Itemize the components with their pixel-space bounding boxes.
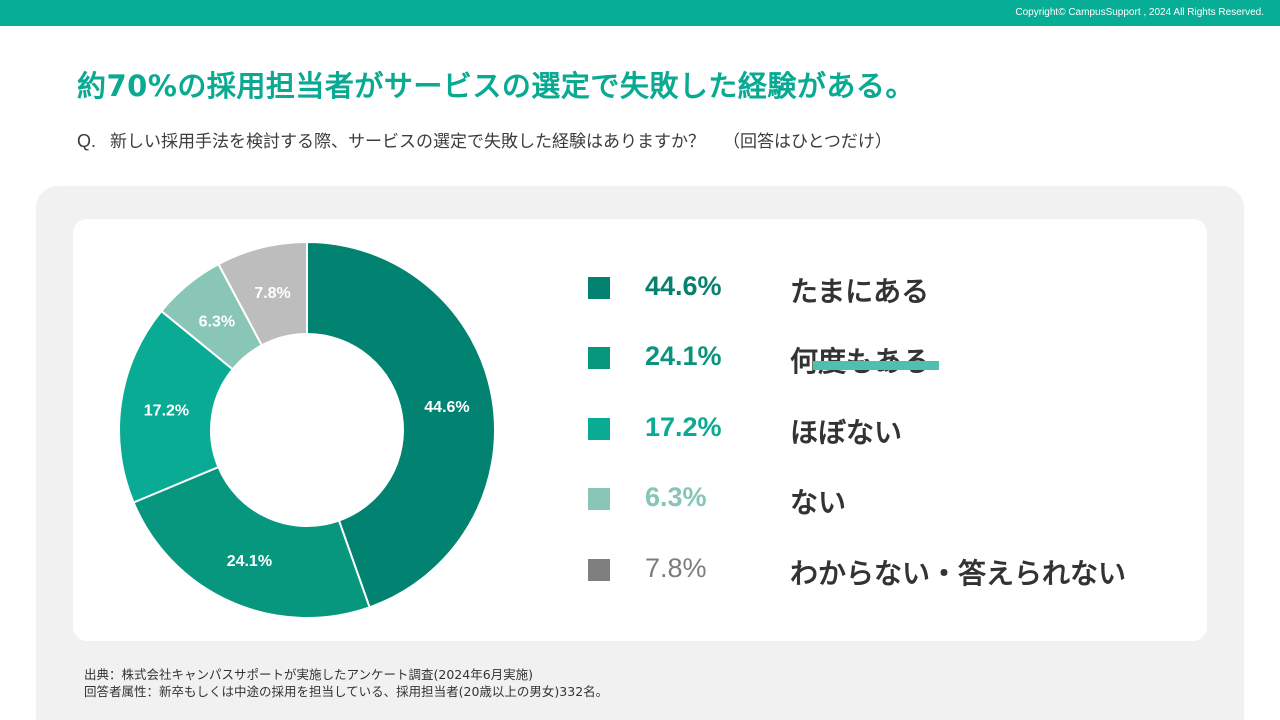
donut-slice-1 [306, 240, 496, 609]
legend-swatch [588, 347, 610, 369]
legend-label: わからない・答えられない [790, 557, 1127, 590]
donut-slice-label-5: 7.8% [254, 285, 290, 302]
legend-label: ほぼない [790, 416, 903, 449]
donut-slice-5 [217, 240, 308, 347]
top-bar: Copyright© CampusSupport , 2024 All Righ… [0, 0, 1280, 26]
legend-swatch [588, 418, 610, 440]
legend-label: たまにある [790, 275, 930, 308]
donut-slice-2 [132, 465, 371, 619]
legend-swatch [588, 488, 610, 510]
donut-slice-label-3: 17.2% [144, 403, 189, 420]
legend-swatch [588, 559, 610, 581]
copyright-text: Copyright© CampusSupport , 2024 All Righ… [1015, 7, 1264, 18]
legend-item: 7.8% わからない・答えられない [588, 550, 1126, 590]
legend-percent: 6.3% [645, 482, 707, 512]
donut-slice-label-2: 24.1% [227, 553, 272, 570]
source-note: 出典：株式会社キャンパスサポートが実施したアンケート調査(2024年6月実施) … [84, 666, 608, 700]
legend-item: 6.3% ない [588, 479, 846, 519]
source-line-2: 回答者属性：新卒もしくは中途の採用を担当している、採用担当者(20歳以上の男女)… [84, 684, 609, 699]
legend-percent: 44.6% [645, 271, 722, 301]
legend-item: 17.2% ほぼない [588, 409, 902, 449]
question-note: （回答はひとつだけ） [723, 132, 892, 152]
legend-item: 24.1% 何度もある [588, 338, 930, 378]
legend-percent: 17.2% [645, 412, 722, 442]
question-text: 新しい採用手法を検討する際、サービスの選定で失敗した経験はありますか？ [110, 132, 706, 152]
legend-swatch [588, 277, 610, 299]
legend-percent: 7.8% [645, 553, 707, 583]
donut-slice-label-4: 6.3% [199, 313, 235, 330]
survey-question: Q. 新しい採用手法を検討する際、サービスの選定で失敗した経験はありますか？ （回答… [77, 127, 892, 152]
page-title: 約70%の採用担当者がサービスの選定で失敗した経験がある。 [77, 69, 915, 103]
donut-slice-label-1: 44.6% [424, 399, 469, 416]
legend-label: ない [790, 486, 847, 519]
donut-slice-3 [118, 309, 235, 504]
legend-percent: 24.1% [645, 341, 722, 371]
legend-item: 44.6% たまにある [588, 268, 929, 308]
highlight-underline [813, 361, 939, 370]
legend-label: 何度もある [790, 340, 930, 380]
source-line-1: 出典：株式会社キャンパスサポートが実施したアンケート調査(2024年6月実施) [84, 667, 534, 682]
question-mark: Q. [77, 131, 97, 151]
